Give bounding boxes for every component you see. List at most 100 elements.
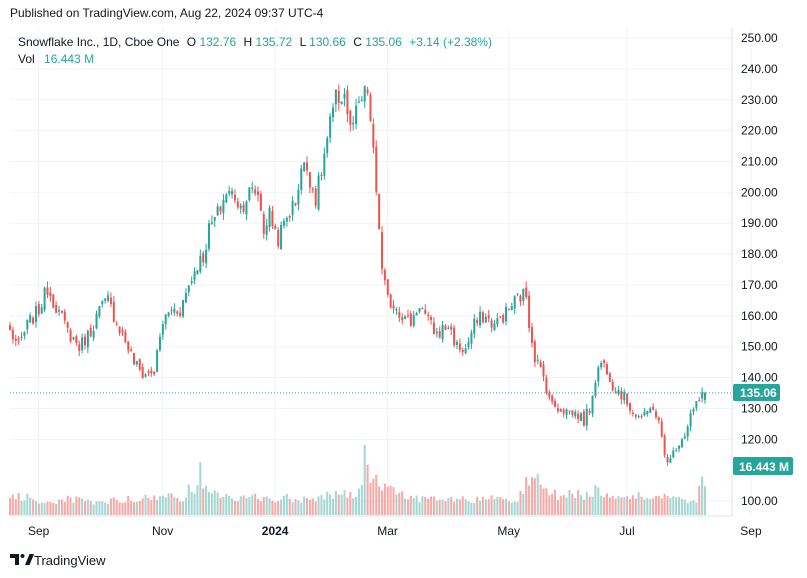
candle-body[interactable] bbox=[375, 146, 378, 192]
candle-body[interactable] bbox=[412, 315, 415, 326]
candle-body[interactable] bbox=[464, 348, 467, 354]
candle-body[interactable] bbox=[637, 416, 640, 418]
tradingview-logo[interactable]: TradingView bbox=[10, 553, 106, 568]
candle-body[interactable] bbox=[14, 338, 17, 341]
candle-body[interactable] bbox=[536, 359, 539, 362]
candle-body[interactable] bbox=[554, 400, 557, 408]
candle-body[interactable] bbox=[32, 317, 35, 324]
candle-body[interactable] bbox=[565, 409, 568, 415]
candle-body[interactable] bbox=[205, 249, 208, 264]
candle-body[interactable] bbox=[55, 305, 58, 314]
candle-body[interactable] bbox=[559, 409, 562, 412]
candle-body[interactable] bbox=[320, 175, 323, 177]
candle-body[interactable] bbox=[40, 307, 43, 314]
candle-body[interactable] bbox=[219, 206, 222, 212]
candle-body[interactable] bbox=[519, 295, 522, 302]
candle-body[interactable] bbox=[8, 325, 12, 330]
candle-body[interactable] bbox=[115, 323, 118, 325]
candle-body[interactable] bbox=[467, 341, 470, 348]
candle-body[interactable] bbox=[424, 309, 427, 314]
candle-body[interactable] bbox=[262, 213, 265, 234]
candle-body[interactable] bbox=[210, 222, 213, 225]
candle-body[interactable] bbox=[193, 271, 196, 280]
candle-body[interactable] bbox=[46, 287, 49, 295]
candle-body[interactable] bbox=[484, 316, 487, 323]
candle-body[interactable] bbox=[190, 281, 193, 284]
candle-body[interactable] bbox=[530, 327, 533, 343]
candle-body[interactable] bbox=[473, 318, 476, 334]
candle-body[interactable] bbox=[378, 193, 381, 230]
candle-body[interactable] bbox=[158, 337, 161, 350]
candle-body[interactable] bbox=[147, 371, 150, 373]
candle-body[interactable] bbox=[256, 191, 260, 195]
candle-body[interactable] bbox=[678, 445, 681, 449]
candle-body[interactable] bbox=[366, 89, 369, 93]
candle-body[interactable] bbox=[63, 311, 66, 321]
candle-body[interactable] bbox=[458, 343, 461, 350]
candle-body[interactable] bbox=[138, 359, 141, 370]
candle-body[interactable] bbox=[568, 410, 571, 412]
candle-body[interactable] bbox=[507, 309, 510, 311]
candle-body[interactable] bbox=[109, 297, 112, 304]
candle-body[interactable] bbox=[695, 401, 698, 408]
candle-body[interactable] bbox=[357, 101, 360, 103]
candle-body[interactable] bbox=[369, 94, 372, 122]
candle-layer[interactable] bbox=[8, 84, 707, 466]
candle-body[interactable] bbox=[539, 361, 542, 367]
candle-body[interactable] bbox=[675, 450, 678, 452]
candle-body[interactable] bbox=[660, 421, 663, 437]
candle-body[interactable] bbox=[164, 314, 167, 325]
candle-body[interactable] bbox=[663, 435, 666, 455]
candle-body[interactable] bbox=[603, 360, 606, 363]
candle-body[interactable] bbox=[579, 413, 583, 422]
candle-body[interactable] bbox=[242, 204, 245, 212]
candle-body[interactable] bbox=[314, 188, 317, 206]
candle-body[interactable] bbox=[401, 317, 404, 321]
candle-body[interactable] bbox=[461, 350, 464, 352]
candle-body[interactable] bbox=[545, 377, 548, 394]
candle-body[interactable] bbox=[202, 253, 205, 263]
candle-body[interactable] bbox=[199, 255, 202, 272]
candle-body[interactable] bbox=[107, 295, 110, 301]
candle-body[interactable] bbox=[421, 308, 424, 310]
candle-body[interactable] bbox=[282, 220, 285, 226]
candle-body[interactable] bbox=[481, 312, 484, 323]
candle-body[interactable] bbox=[72, 337, 75, 340]
candle-body[interactable] bbox=[585, 408, 588, 426]
candle-body[interactable] bbox=[69, 330, 72, 342]
candle-body[interactable] bbox=[170, 310, 173, 312]
candle-body[interactable] bbox=[331, 107, 334, 118]
candle-body[interactable] bbox=[703, 392, 707, 400]
candle-body[interactable] bbox=[124, 331, 127, 343]
candle-body[interactable] bbox=[340, 101, 343, 104]
candle-body[interactable] bbox=[582, 411, 585, 426]
candle-body[interactable] bbox=[516, 293, 519, 295]
candle-body[interactable] bbox=[605, 364, 608, 375]
candle-body[interactable] bbox=[156, 350, 159, 372]
candle-body[interactable] bbox=[556, 408, 559, 412]
candle-body[interactable] bbox=[389, 294, 392, 308]
candle-body[interactable] bbox=[629, 403, 632, 411]
candle-body[interactable] bbox=[701, 392, 704, 399]
candle-body[interactable] bbox=[135, 361, 138, 365]
candle-body[interactable] bbox=[479, 311, 482, 326]
candle-body[interactable] bbox=[173, 308, 176, 313]
candle-body[interactable] bbox=[346, 90, 349, 115]
candle-body[interactable] bbox=[608, 373, 611, 382]
candle-body[interactable] bbox=[427, 314, 430, 316]
candle-body[interactable] bbox=[259, 193, 262, 211]
candle-body[interactable] bbox=[23, 331, 26, 336]
candle-body[interactable] bbox=[60, 310, 63, 313]
candle-body[interactable] bbox=[213, 217, 216, 221]
candle-body[interactable] bbox=[686, 426, 689, 437]
candle-body[interactable] bbox=[363, 86, 366, 102]
candle-body[interactable] bbox=[288, 216, 291, 218]
candle-body[interactable] bbox=[291, 200, 294, 216]
candle-body[interactable] bbox=[306, 162, 309, 171]
candle-body[interactable] bbox=[562, 409, 565, 414]
candle-body[interactable] bbox=[34, 306, 37, 322]
candle-body[interactable] bbox=[444, 325, 447, 330]
candle-body[interactable] bbox=[254, 189, 257, 194]
candle-body[interactable] bbox=[406, 315, 409, 317]
candle-body[interactable] bbox=[683, 436, 686, 439]
